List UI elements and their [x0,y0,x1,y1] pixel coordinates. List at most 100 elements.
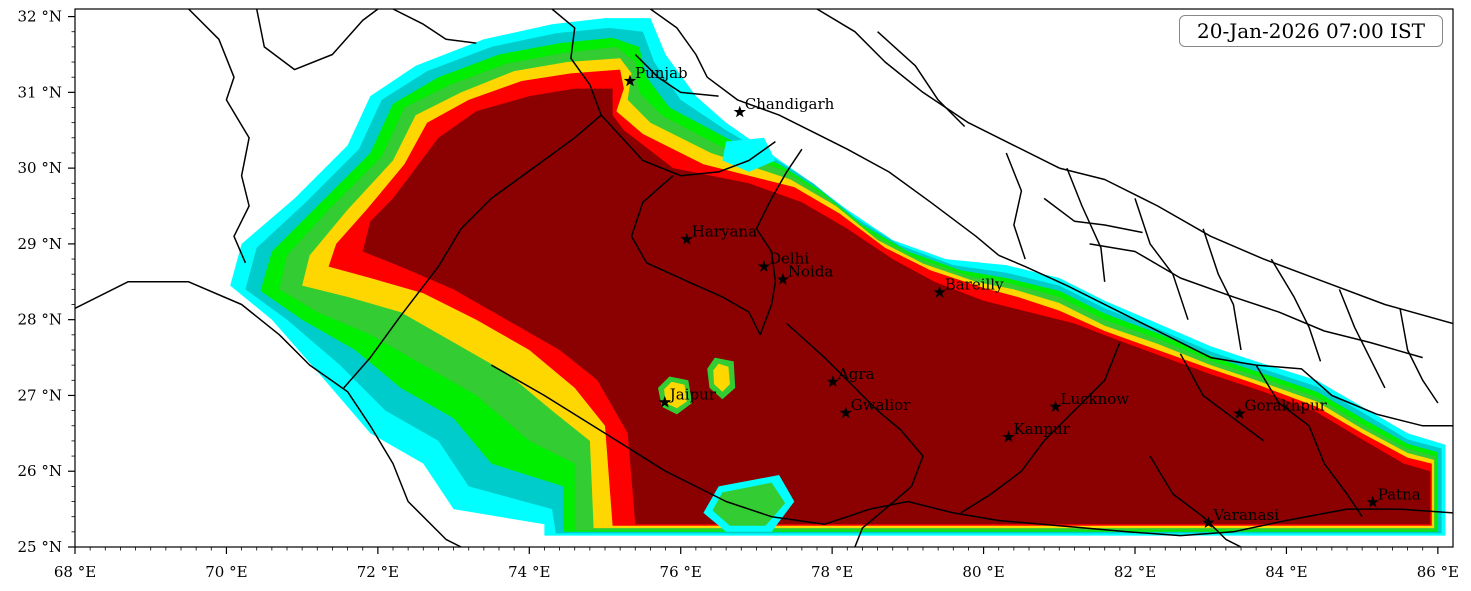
star-icon [1366,495,1379,508]
administrative-borders [75,9,1453,547]
city-label: Lucknow [1061,390,1130,408]
city-bareilly: Bareilly [933,275,1004,298]
x-tick-label: 68 °E [54,563,96,581]
star-icon [826,375,840,388]
border-line-16 [1005,152,1026,260]
city-label: Gorakhpur [1245,397,1328,415]
contour-patch-3 [713,363,730,392]
star-icon [1002,430,1015,443]
y-tick-label: 28 °N [18,311,62,329]
map-frame [74,8,1454,548]
border-line-1 [188,9,250,264]
star-icon [1049,400,1062,413]
x-tick-label: 70 °E [205,563,247,581]
city-label: Chandigarh [745,95,835,113]
timestamp-label: 20-Jan-2026 07:00 IST [1179,15,1443,47]
city-noida: Noida [776,263,834,285]
city-patna: Patna [1366,485,1421,508]
border-line-9 [491,364,1453,537]
concentration-contours [230,18,1446,536]
border-line-22 [1399,308,1439,404]
city-label: Punjab [635,64,688,82]
border-line-6 [600,114,776,177]
border-line-23 [1089,243,1423,359]
city-label: Gwalior [851,396,911,414]
city-label: Agra [837,365,875,383]
border-line-27 [634,53,719,97]
star-icon [776,273,790,285]
contour-patch-6 [722,137,776,172]
border-line-3 [343,9,602,389]
border-line-26 [960,342,1121,514]
y-tick-label: 25 °N [18,538,62,556]
border-line-5 [998,254,1453,427]
city-haryana: Haryana [680,222,757,245]
star-icon [1202,516,1215,528]
city-gorakhpur: Gorakhpur [1233,397,1328,419]
y-tick-label: 30 °N [18,159,62,177]
y-tick-label: 29 °N [18,235,62,253]
city-kanpur: Kanpur [1002,420,1071,443]
border-line-25 [1179,353,1265,442]
border-line-8 [755,148,803,336]
border-line-4 [649,9,1000,256]
city-jaipur: Jaipur [658,385,717,408]
border-line-12 [1255,364,1363,518]
x-tick-label: 74 °E [508,563,550,581]
city-chandigarh: Chandigarh [733,95,835,118]
border-line-2 [255,9,379,71]
x-tick-label: 84 °E [1265,563,1307,581]
contour-level-6 [362,88,1431,525]
border-line-21 [1338,289,1386,389]
city-delhi: Delhi [757,250,809,272]
x-tick-label: 72 °E [357,563,399,581]
city-agra: Agra [826,365,875,388]
y-tick-label: 27 °N [18,386,62,404]
border-line-19 [1202,228,1242,351]
star-icon [839,406,852,419]
border-line-7 [630,175,761,336]
border-line-0 [75,281,462,547]
border-line-17 [1066,167,1106,282]
y-tick-label: 31 °N [18,83,62,101]
border-line-18 [1134,198,1189,320]
star-icon [680,232,693,245]
city-label: Delhi [769,250,809,268]
city-lucknow: Lucknow [1049,390,1130,413]
city-label: Haryana [692,222,757,240]
contour-patch-1 [664,381,687,409]
city-varanasi: Varanasi [1202,506,1279,528]
star-icon [1233,407,1246,419]
border-line-24 [1043,197,1143,234]
x-tick-label: 80 °E [962,563,1004,581]
y-tick-label: 32 °N [18,8,62,26]
border-line-11 [1149,455,1242,547]
star-icon [658,395,671,408]
star-icon [757,260,771,272]
star-icon [933,285,946,298]
border-line-20 [1270,258,1322,362]
city-label: Bareilly [945,275,1004,293]
timestamp-text: 20-Jan-2026 07:00 IST [1197,19,1425,43]
city-label: Noida [788,263,834,281]
city-label: Kanpur [1014,420,1071,438]
city-label: Varanasi [1212,506,1279,524]
border-line-28 [392,9,477,44]
x-tick-label: 76 °E [660,563,702,581]
border-line-15 [877,31,966,128]
border-line-10 [786,322,924,547]
x-tick-label: 82 °E [1114,563,1156,581]
y-tick-label: 26 °N [18,462,62,480]
map-axes: 68 °E 70 °E 72 °E 74 °E 76 °E 78 °E 80 °E 82 °E… [18,8,1459,581]
star-icon [733,105,746,118]
city-label: Jaipur [668,385,717,403]
city-punjab: Punjab [623,64,688,87]
border-line-13 [816,9,1060,169]
border-line-14 [1059,167,1453,325]
x-tick-label: 86 °E [1417,563,1459,581]
city-label: Patna [1378,485,1421,503]
x-tick-label: 78 °E [811,563,853,581]
city-gwalior: Gwalior [839,396,911,419]
